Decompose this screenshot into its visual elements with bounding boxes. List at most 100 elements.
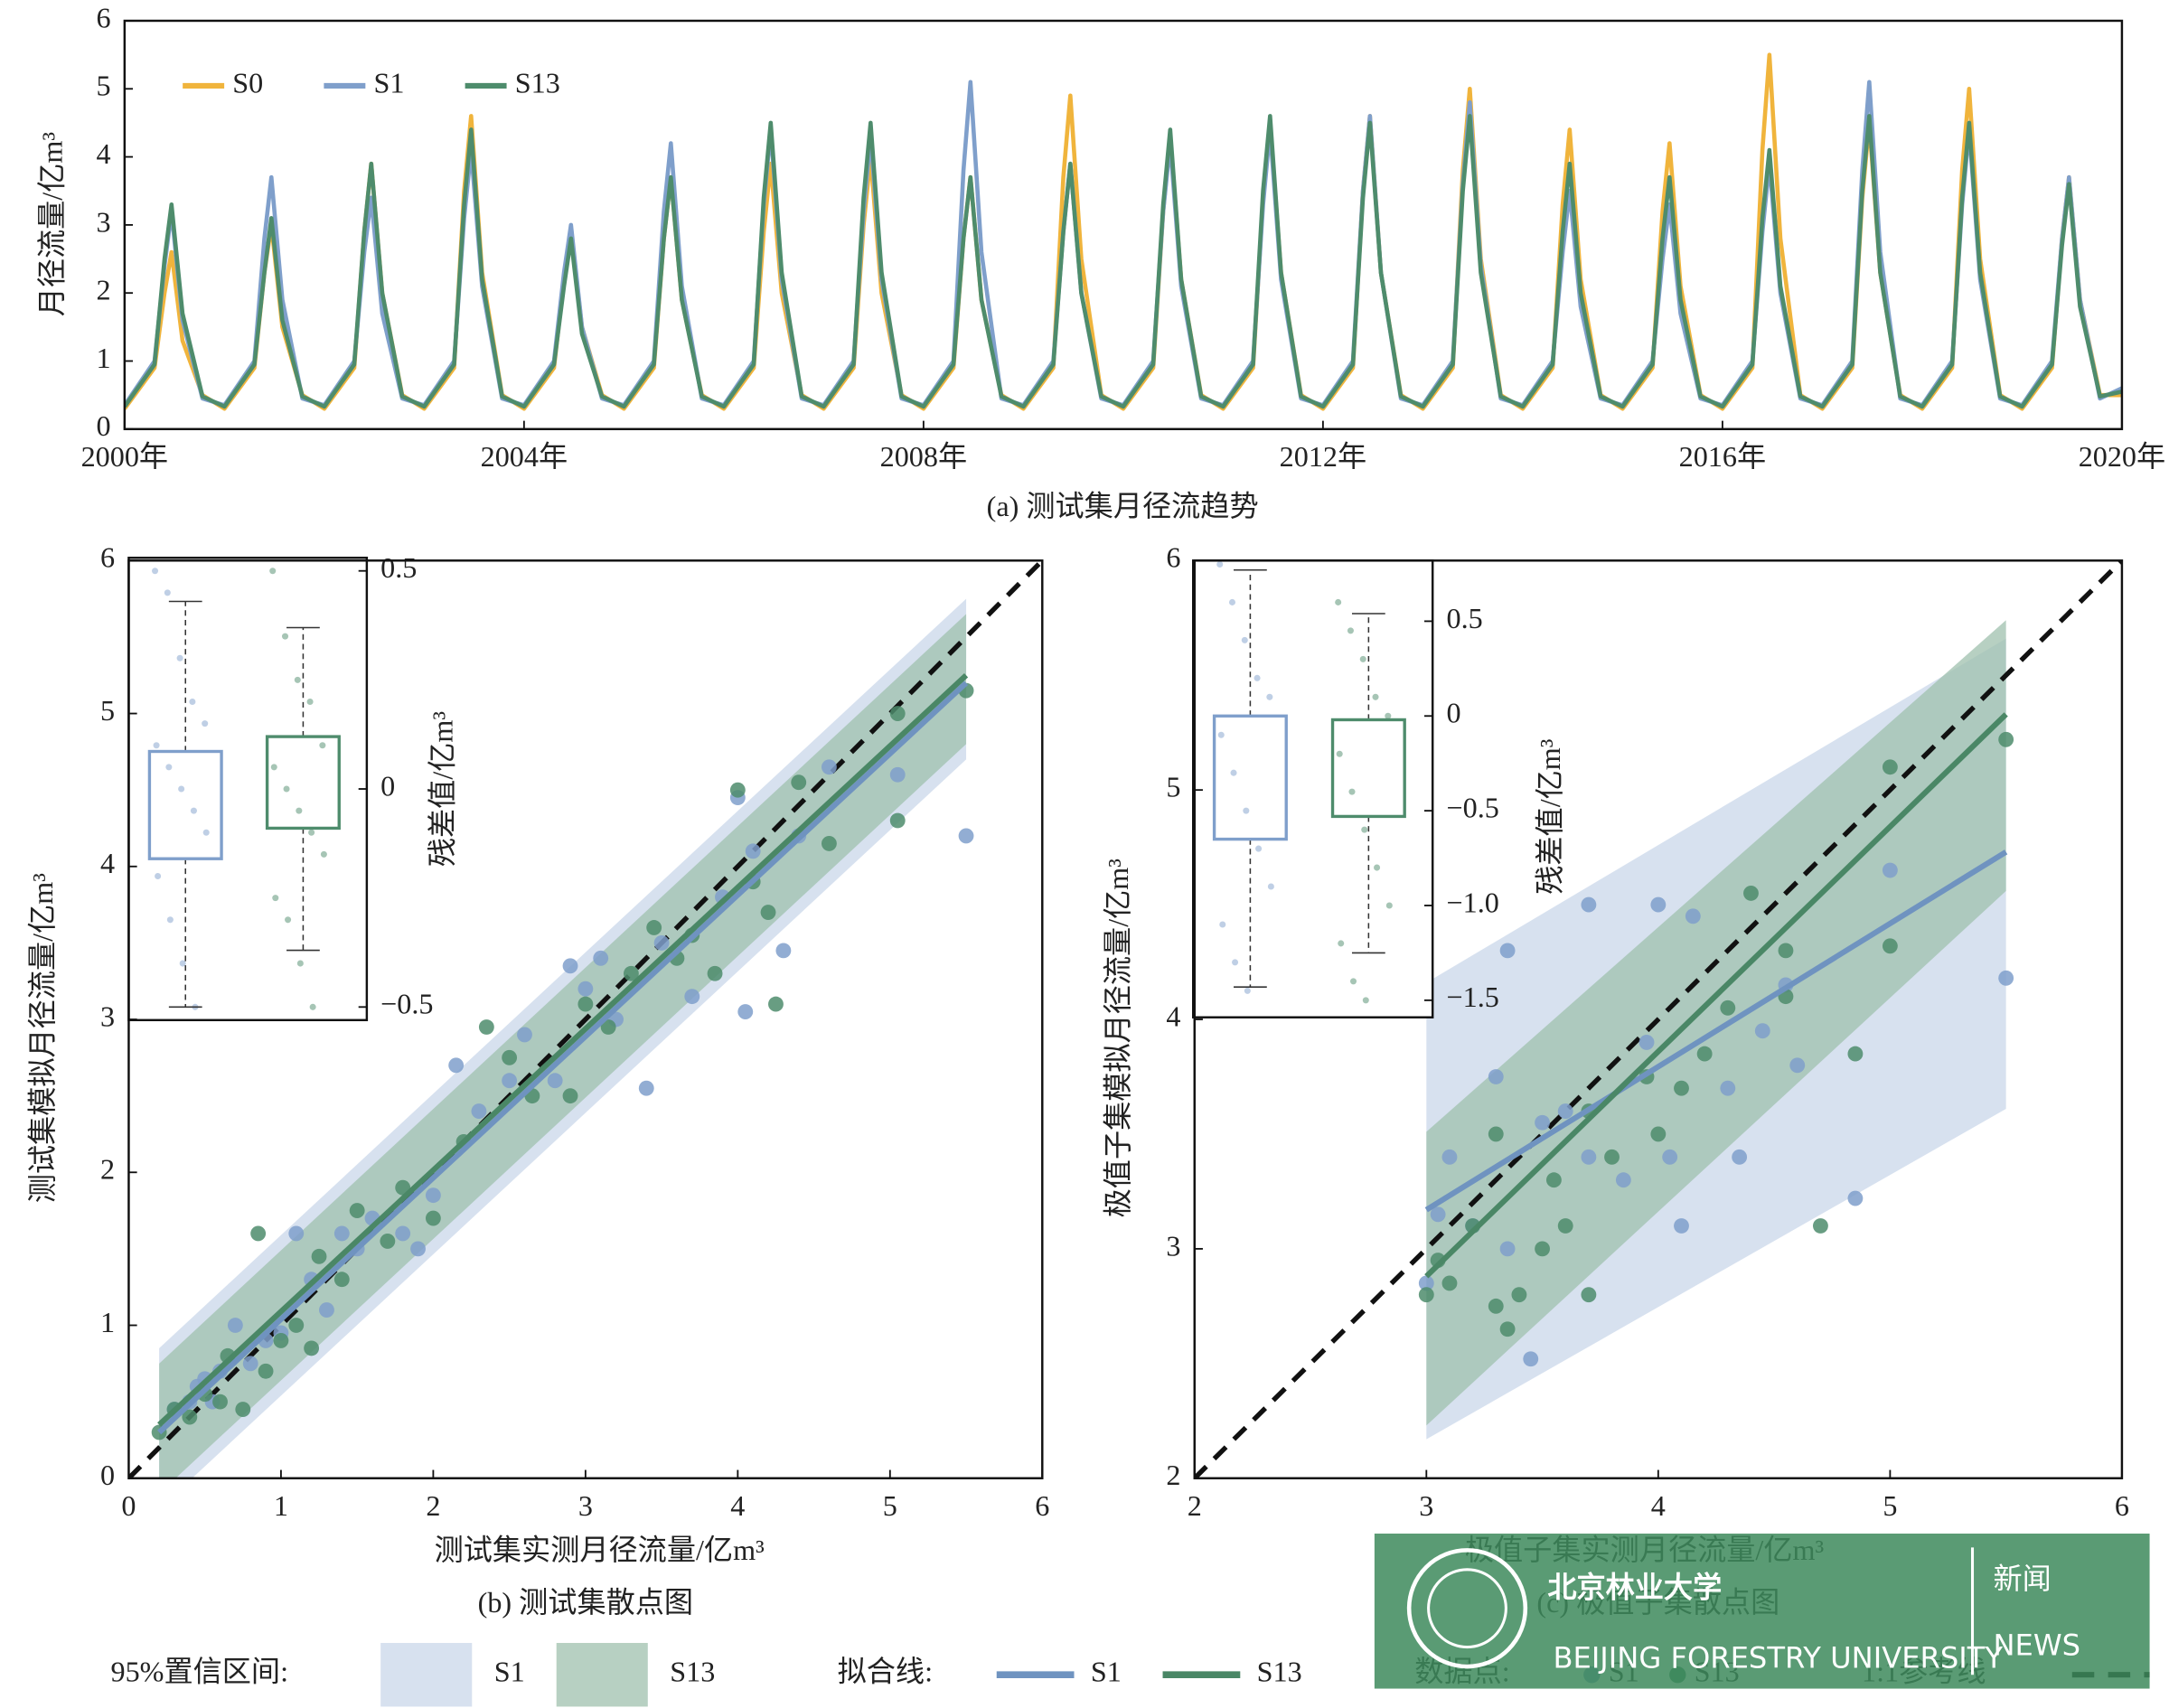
residual-point [319,742,326,749]
residual-point [179,960,186,967]
legend-title: 拟合线: [838,1656,933,1688]
y-tick-label: 5 [100,694,115,727]
residual-point [272,895,279,902]
y-tick-label: 1 [96,342,110,374]
data-point [1998,731,2014,747]
data-point [1696,1046,1713,1062]
y-axis-label: 测试集模拟月径流量/亿m³ [26,873,59,1204]
chart-caption: (a) 测试集月径流趋势 [987,490,1259,522]
y-axis-label: 月径流量/亿m³ [36,132,69,317]
residual-point [283,785,290,793]
y-tick-label: 4 [100,847,115,879]
data-point [288,1225,305,1242]
watermark-logo-inner [1427,1568,1507,1649]
data-point [242,1356,258,1372]
data-point [333,1272,350,1288]
watermark-name-cn: 北京林业大学 [1547,1570,1722,1604]
x-tick-label: 2004年 [481,440,568,473]
residual-point [1372,693,1379,700]
data-point [1557,1218,1573,1234]
residual-point [285,916,292,924]
box [147,749,223,860]
x-tick-label: 3 [578,1489,593,1522]
x-tick-label: 2008年 [880,440,967,473]
x-tick-label: 6 [1035,1489,1049,1522]
data-point [1882,862,1898,878]
fit-line [157,672,969,1427]
data-point [638,1080,654,1096]
data-point [1674,1080,1689,1096]
data-point [425,1210,441,1226]
residual-point [296,960,304,967]
legend-title: 95%置信区间: [111,1656,289,1688]
residual-point [1347,627,1354,634]
residual-point [1230,769,1237,776]
data-point [258,1363,274,1379]
y-tick-label: 2 [96,274,110,306]
data-point [889,812,906,829]
chart-panel: 0.5 0 −0.5 残差值/亿m³ 0 1 2 3 4 5 6 0 1 2 3 4 5 6 (b) 测试集散点图 测… [26,541,1049,1619]
data-point [517,1027,532,1043]
x-tick-label: 2016年 [1679,440,1766,473]
inset-tick-label: −1.0 [1447,886,1499,918]
watermark-news-en: NEWS [1993,1628,2080,1663]
data-point [1882,759,1898,775]
data-point [1638,1034,1655,1050]
data-point [547,1073,563,1089]
inset-background [1193,560,1433,1018]
y-tick-label: 5 [96,70,110,102]
residual-point [1217,731,1225,738]
data-point [1545,1172,1562,1188]
y-tick-label: 3 [100,999,115,1032]
residual-point [153,742,160,749]
legend-label: S13 [670,1656,715,1688]
data-point [1523,1351,1539,1367]
data-point [235,1402,251,1418]
data-point [349,1203,365,1218]
legend-band-swatch [380,1643,473,1707]
data-point [1674,1218,1689,1234]
residual-point [165,764,173,771]
fit-line [1424,712,2008,1279]
data-point [1754,1023,1770,1039]
chart-panel: S0 S1 S13 0 1 2 3 4 5 6 2000年 2004年 2008年 2012年 2016年 2… [36,1,2166,522]
residual-point [1335,598,1342,605]
data-point [311,1248,327,1264]
x-tick-label: 3 [1419,1489,1433,1522]
fit-line [157,680,969,1435]
data-point [600,1019,616,1035]
x-tick-label: 5 [883,1489,897,1522]
y-tick-label: 6 [100,541,115,574]
data-point [958,828,974,844]
data-point [1778,943,1794,959]
data-point [1488,1298,1504,1314]
residual-point [1267,883,1274,890]
residual-point [1362,997,1369,1004]
y-tick-label: 6 [1166,541,1180,574]
data-point [1499,943,1516,959]
legend-label: S1 [1091,1656,1122,1688]
data-point [1812,1218,1828,1234]
data-point [729,782,746,798]
y-tick-label: 0 [96,409,110,442]
x-tick-label: 4 [730,1489,745,1522]
data-point [1732,1149,1748,1165]
residual-point [1241,636,1248,643]
y-tick-label: 0 [100,1459,115,1491]
inset-ylabel: 残差值/亿m³ [1534,738,1566,895]
reference-line [1194,560,2122,1478]
data-point [1557,1103,1573,1119]
data-point [1581,1287,1597,1303]
data-point [653,934,670,951]
residual-point [164,589,171,596]
legend-label: S1 [494,1656,525,1688]
data-point [1720,999,1736,1016]
data-point [791,774,807,791]
watermark-logo [1406,1548,1528,1669]
watermark-news-cn: 新闻 [1993,1562,2051,1596]
y-tick-label: 3 [96,205,110,238]
box [265,735,341,831]
residual-point [1266,693,1273,700]
inset-ylabel: 残差值/亿m³ [427,711,459,868]
